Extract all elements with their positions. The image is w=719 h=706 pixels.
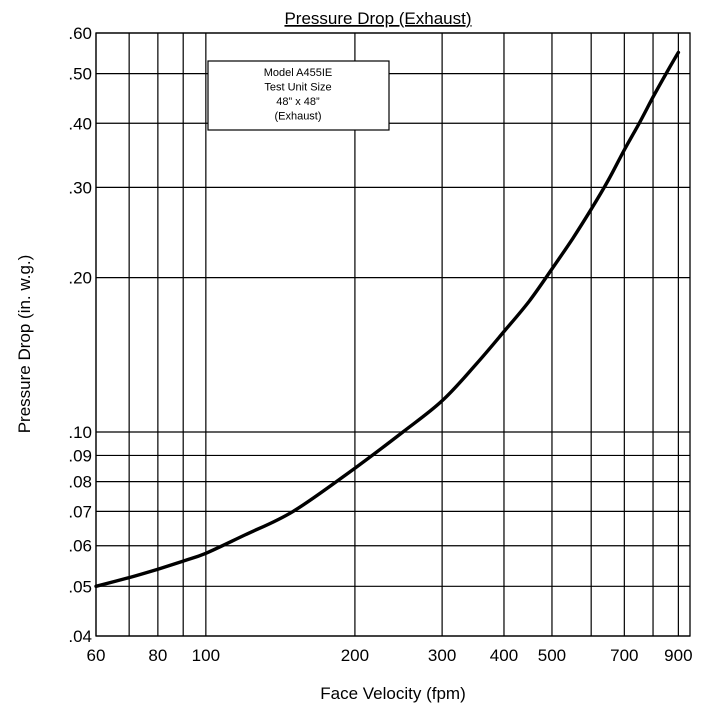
annotation-line-test-unit: Test Unit Size xyxy=(264,82,331,94)
x-tick-label-200: 200 xyxy=(341,646,369,665)
y-tick-label-0p08: .08 xyxy=(68,473,92,492)
y-tick-label-0p07: .07 xyxy=(68,502,92,521)
plot-frame xyxy=(95,32,691,637)
annotation-line-exhaust: (Exhaust) xyxy=(274,111,321,123)
x-tick-label-100: 100 xyxy=(192,646,220,665)
chart-title: Pressure Drop (Exhaust) xyxy=(284,9,471,28)
annotation-box-frame xyxy=(207,60,390,131)
y-tick-label-0p4: .40 xyxy=(68,114,92,133)
horizontal-gridlines xyxy=(96,32,690,637)
y-tick-label-0p6: .60 xyxy=(68,24,92,43)
x-tick-label-700: 700 xyxy=(610,646,638,665)
y-tick-label-0p06: .06 xyxy=(68,537,92,556)
x-tick-label-60: 60 xyxy=(87,646,106,665)
y-tick-label-0p5: .50 xyxy=(68,65,92,84)
annotation-line-size: 48” x 48” xyxy=(276,96,320,108)
x-axis-label: Face Velocity (fpm) xyxy=(320,684,466,703)
x-tick-label-400: 400 xyxy=(490,646,518,665)
y-tick-label-0p2: .20 xyxy=(68,269,92,288)
y-axis-label: Pressure Drop (in. w.g.) xyxy=(15,255,34,434)
y-tick-labels: .04 .05 .06 .07 .08 .09 .10 .20 .30 .40 .50 .60 xyxy=(68,24,92,646)
vertical-gridlines xyxy=(95,33,679,636)
x-tick-labels: 60 80 100 200 300 400 500 700 900 xyxy=(87,646,693,665)
x-tick-label-900: 900 xyxy=(664,646,692,665)
annotation-line-model: Model A455IE xyxy=(264,67,333,79)
y-tick-label-0p05: .05 xyxy=(68,577,92,596)
annotation-box: Model A455IE Test Unit Size 48” x 48” (E… xyxy=(207,60,390,131)
y-tick-label-0p09: .09 xyxy=(68,446,92,465)
x-tick-label-80: 80 xyxy=(148,646,167,665)
pressure-drop-curve xyxy=(94,50,681,588)
y-tick-label-0p3: .30 xyxy=(68,178,92,197)
y-tick-label-0p1: .10 xyxy=(68,423,92,442)
x-tick-label-300: 300 xyxy=(428,646,456,665)
x-tick-label-500: 500 xyxy=(538,646,566,665)
y-tick-label-0p04: .04 xyxy=(68,627,92,646)
